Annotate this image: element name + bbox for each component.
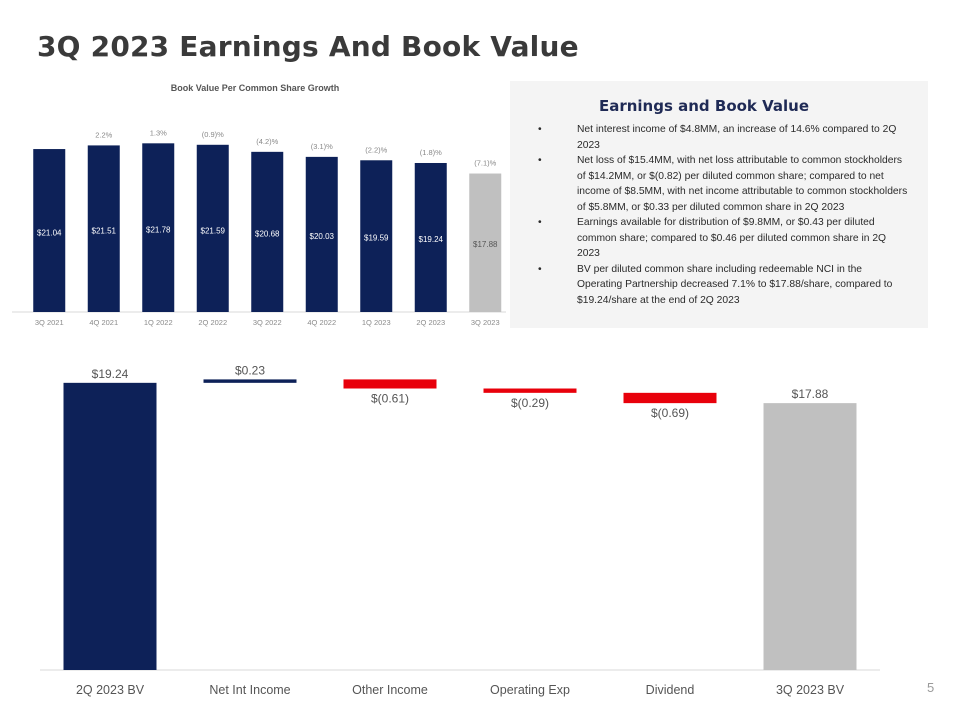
bar — [142, 143, 175, 312]
growth-label: 1.3% — [150, 128, 167, 137]
x-tick-label: Dividend — [646, 683, 695, 697]
bar — [469, 173, 502, 312]
x-tick-label: 2Q 2022 — [198, 318, 227, 327]
bar — [360, 160, 393, 312]
bar-value-label: $20.03 — [310, 232, 335, 241]
earnings-book-value-panel: Earnings and Book Value • Net interest in… — [510, 81, 928, 328]
panel-bullet-text: Net loss of $15.4MM, with net loss attri… — [577, 155, 908, 213]
book-value-growth-chart: Book Value Per Common Share Growth $21.04… — [12, 83, 506, 327]
growth-label: (2.2)% — [365, 145, 387, 154]
bar — [305, 156, 338, 312]
x-tick-label: 3Q 2021 — [35, 318, 64, 327]
panel-title: Earnings and Book Value — [598, 97, 810, 115]
bullet-icon: • — [538, 217, 542, 228]
x-tick-label: Operating Exp — [490, 683, 570, 697]
panel-bullet: • Net interest income of $4.8MM, an incre… — [510, 122, 910, 153]
chart-title: Book Value Per Common Share Growth — [171, 83, 340, 93]
growth-label: (7.1)% — [474, 159, 496, 168]
bar — [196, 144, 229, 312]
bar-value-label: $21.04 — [37, 228, 62, 237]
x-tick-label: 4Q 2021 — [89, 318, 118, 327]
panel-bullet-text: Net interest income of $4.8MM, an increa… — [577, 124, 897, 151]
bar — [414, 162, 447, 312]
bar-value-label: $17.88 — [473, 240, 498, 249]
growth-label: (4.2)% — [256, 137, 278, 146]
x-tick-label: 4Q 2022 — [307, 318, 336, 327]
panel-bullet: • Earnings available for distribution of … — [510, 215, 910, 262]
bar — [251, 151, 284, 312]
bar-value-label: $17.88 — [792, 387, 829, 401]
bar-value-label: $20.68 — [255, 230, 280, 239]
x-tick-label: 1Q 2022 — [144, 318, 173, 327]
bar-value-label: $(0.61) — [371, 392, 409, 406]
growth-label: (1.8)% — [420, 148, 442, 157]
panel-bullet: • BV per diluted common share including r… — [510, 262, 910, 309]
bullet-icon: • — [538, 124, 542, 135]
page-number: 5 — [927, 680, 935, 695]
bar — [63, 382, 157, 670]
growth-label: (0.9)% — [202, 130, 224, 139]
bar — [33, 149, 66, 312]
panel-bullet-text: BV per diluted common share including re… — [577, 263, 893, 306]
bar-value-label: $19.59 — [364, 234, 389, 243]
x-tick-label: 1Q 2023 — [362, 318, 391, 327]
bar — [343, 379, 437, 389]
bar — [87, 145, 120, 312]
x-tick-label: Other Income — [352, 683, 428, 697]
x-tick-label: 2Q 2023 — [416, 318, 445, 327]
bar-value-label: $21.78 — [146, 226, 171, 235]
bar — [483, 388, 577, 393]
bar-value-label: $(0.29) — [511, 396, 549, 410]
x-tick-label: 3Q 2023 BV — [776, 683, 845, 697]
panel-bullet-text: Earnings available for distribution of $… — [577, 217, 887, 259]
growth-label: 2.2% — [95, 130, 112, 139]
panel-bullet: • Net loss of $15.4MM, with net loss attr… — [510, 153, 910, 215]
x-tick-label: Net Int Income — [209, 683, 290, 697]
bar — [203, 379, 297, 383]
bar-value-label: $(0.69) — [651, 406, 689, 420]
growth-label: (3.1)% — [311, 142, 333, 151]
bar-value-label: $0.23 — [235, 363, 265, 377]
panel-bullet-list: • Net interest income of $4.8MM, an incre… — [510, 122, 910, 308]
x-tick-label: 3Q 2022 — [253, 318, 282, 327]
bar-value-label: $19.24 — [419, 235, 444, 244]
x-tick-label: 2Q 2023 BV — [76, 683, 145, 697]
bullet-icon: • — [538, 263, 542, 275]
x-tick-label: 3Q 2023 — [471, 318, 500, 327]
bar-value-label: $21.59 — [201, 226, 226, 235]
bullet-icon: • — [538, 155, 542, 166]
bar-value-label: $21.51 — [92, 227, 117, 236]
bar — [763, 403, 857, 670]
book-value-bridge-chart: $19.24 2Q 2023 BV $0.23 Net Int Income $(0.6… — [40, 363, 880, 697]
bar — [623, 392, 717, 404]
bar-value-label: $19.24 — [92, 367, 129, 381]
page-title: 3Q 2023 Earnings And Book Value — [37, 30, 579, 63]
